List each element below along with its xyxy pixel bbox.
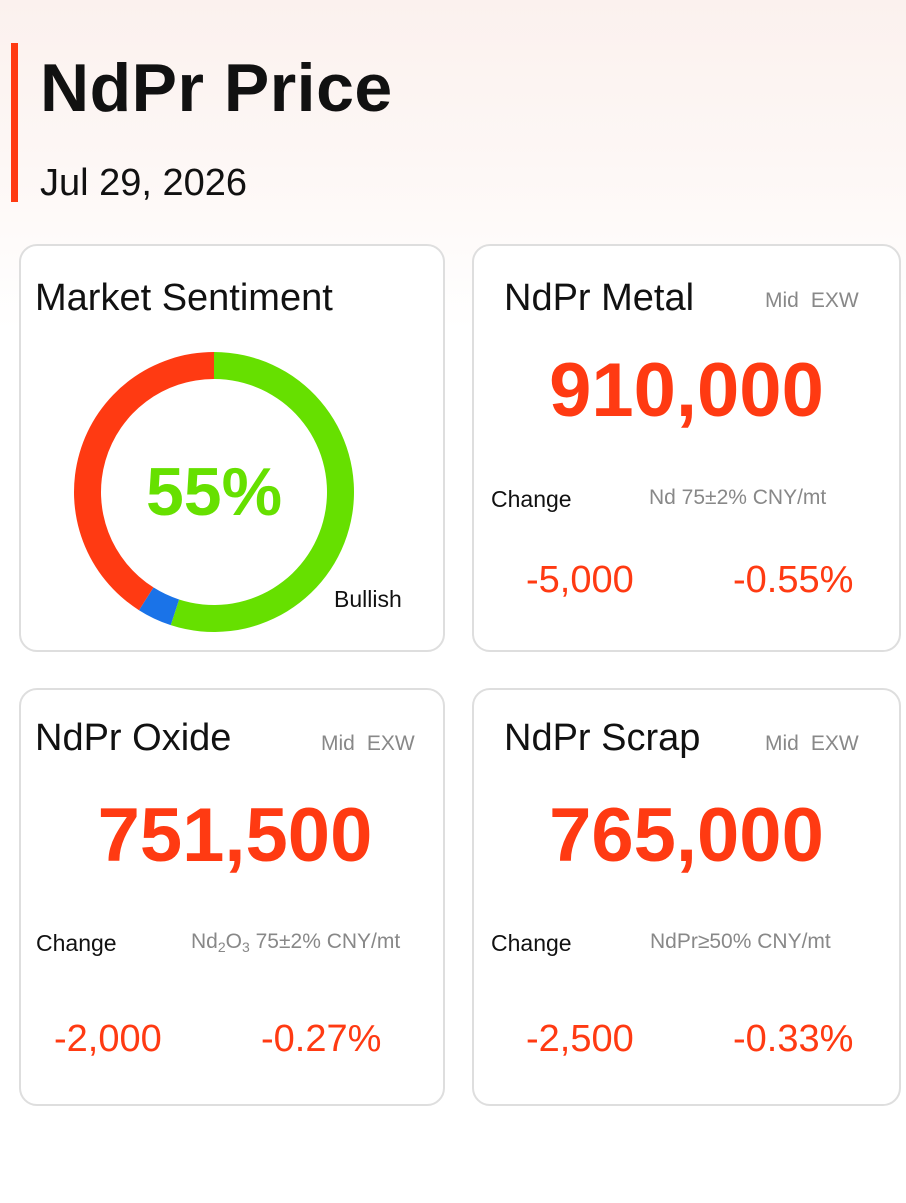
- metal-change-label: Change: [491, 486, 572, 512]
- sentiment-donut-svg: [74, 352, 355, 632]
- oxide-change-abs: -2,000: [54, 1018, 162, 1060]
- metal-card-title: NdPr Metal: [504, 277, 695, 319]
- scrap-card-title: NdPr Scrap: [504, 717, 701, 759]
- oxide-spec: Nd2O3 75±2% CNY/mt: [191, 930, 400, 955]
- oxide-change-pct: -0.27%: [261, 1018, 382, 1060]
- metal-tags: Mid EXW: [765, 289, 859, 313]
- oxide-card-title: NdPr Oxide: [35, 717, 232, 759]
- metal-price: 910,000: [549, 348, 824, 433]
- spec-sub-3: 3: [242, 939, 250, 955]
- page-date: Jul 29, 2026: [40, 162, 248, 204]
- spec-sub-2: 2: [217, 939, 226, 955]
- oxide-tags: Mid EXW: [321, 732, 415, 756]
- oxide-price: 751,500: [97, 793, 373, 878]
- metal-spec: Nd 75±2% CNY/mt: [649, 486, 827, 509]
- spec-formula-nd: Nd: [191, 930, 218, 953]
- tag-mid: Mid: [321, 732, 355, 755]
- scrap-card: NdPr Scrap Mid EXW 765,000 Change NdPr≥50…: [472, 688, 901, 1106]
- header-accent-bar: [11, 43, 18, 202]
- oxide-card: NdPr Oxide Mid EXW 751,500 Change Nd2O3 7…: [19, 688, 445, 1106]
- sentiment-label: Bullish: [334, 586, 402, 612]
- donut-segment-neutral: [138, 587, 180, 626]
- scrap-change-pct: -0.33%: [733, 1018, 854, 1060]
- oxide-change-label: Change: [36, 930, 117, 956]
- scrap-tags: Mid EXW: [765, 732, 859, 756]
- page-title: NdPr Price: [40, 50, 393, 126]
- spec-formula-o: O: [225, 930, 242, 953]
- sentiment-percent: 55%: [145, 454, 283, 530]
- spec-formula-rest: 75±2% CNY/mt: [249, 930, 401, 953]
- scrap-change-abs: -2,500: [526, 1018, 634, 1060]
- scrap-price: 765,000: [549, 793, 824, 878]
- sentiment-donut-chart: 55%: [73, 351, 355, 633]
- tag-exw: EXW: [810, 732, 859, 755]
- scrap-change-label: Change: [491, 930, 572, 956]
- metal-change-abs: -5,000: [526, 559, 634, 601]
- tag-mid: Mid: [765, 732, 799, 755]
- sentiment-card: Market Sentiment 55% Bullish: [19, 244, 445, 652]
- tag-exw: EXW: [810, 289, 859, 312]
- tag-mid: Mid: [765, 289, 799, 312]
- metal-change-pct: -0.55%: [733, 559, 854, 601]
- metal-card: NdPr Metal Mid EXW 910,000 Change Nd 75±2…: [472, 244, 901, 652]
- donut-segment-bearish: [74, 352, 214, 611]
- scrap-spec: NdPr≥50% CNY/mt: [650, 930, 831, 953]
- sentiment-card-title: Market Sentiment: [35, 277, 333, 319]
- tag-exw: EXW: [366, 732, 415, 755]
- donut-segment-bullish: [170, 352, 355, 632]
